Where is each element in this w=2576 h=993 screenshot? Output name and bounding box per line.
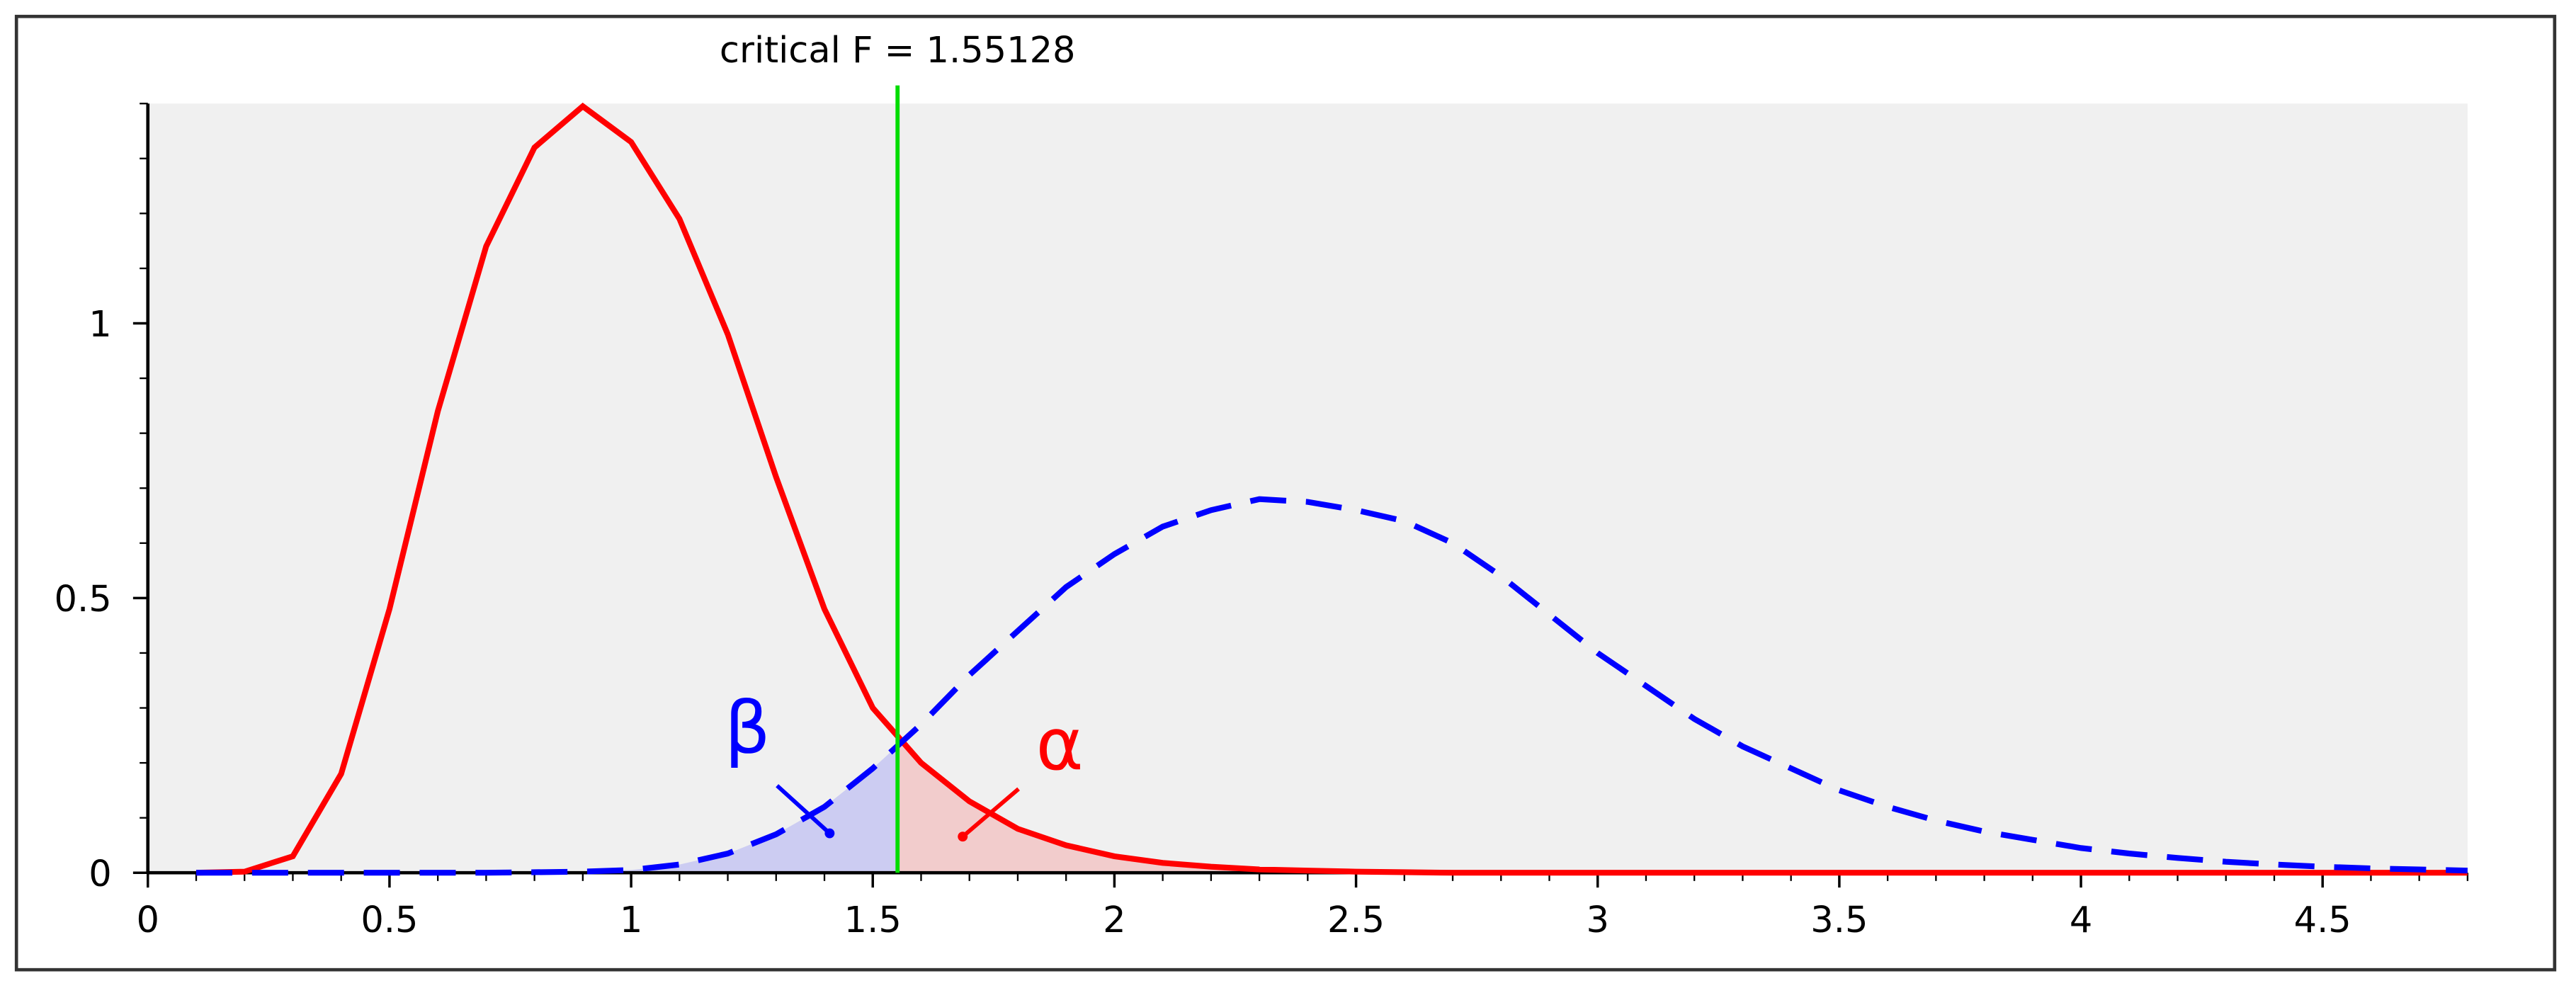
pointer-dot [824,828,835,839]
region-label: β [725,686,771,771]
plot-background [147,103,2468,873]
x-tick-label: 3.5 [1810,900,1868,941]
pointer-line [776,784,832,835]
critical-label: critical F = 1.55128 [720,30,1076,72]
region-label: α [1035,703,1083,787]
y-tick-label: 0 [89,853,111,895]
x-tick-label: 2.5 [1327,900,1385,941]
pointer-line [961,787,1020,839]
x-tick-label: 0 [137,900,159,941]
pointer-dot [958,832,968,842]
x-tick-label: 1.5 [844,900,902,941]
shaded-area [195,746,898,873]
shaded-area [897,736,2468,873]
x-tick-label: 4.5 [2294,900,2351,941]
x-tick-label: 0.5 [361,900,418,941]
x-tick-label: 1 [620,900,642,941]
series-line [195,496,2468,876]
y-tick-label: 0.5 [55,579,112,620]
plot: 0 0.5 1 1.5 2 2.5 3 3.5 4 4.5 0 0.5 1 critical F = 1.… [55,30,2469,941]
x-tick-label: 4 [2070,900,2092,941]
x-tick-label: 2 [1103,900,1125,941]
x-tick-label: 3 [1586,900,1608,941]
series-line [195,102,2468,876]
y-tick-label: 1 [89,304,111,346]
